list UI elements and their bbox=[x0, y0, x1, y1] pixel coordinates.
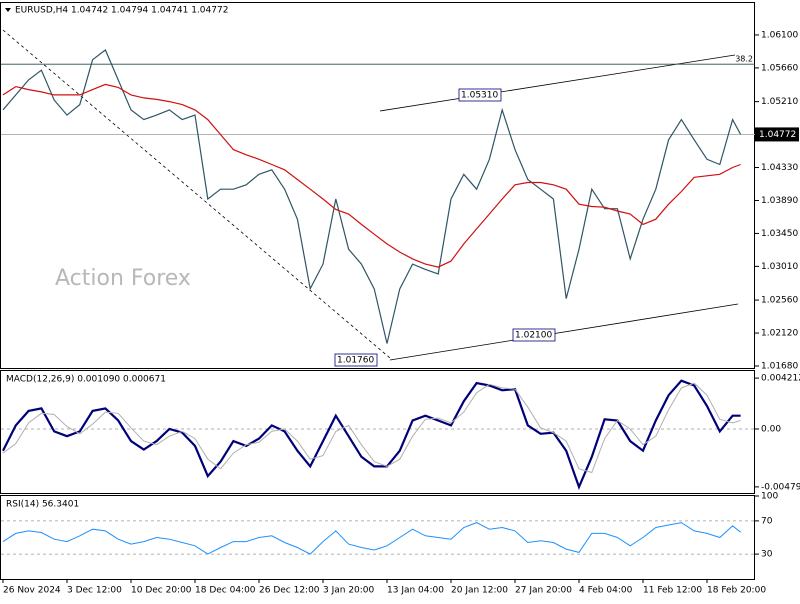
y-tick-label: 1.01680 bbox=[761, 361, 798, 371]
series-line bbox=[2, 83, 741, 268]
annotation: 1.02100 bbox=[515, 331, 552, 341]
y-tick-label: 1.05210 bbox=[761, 97, 798, 107]
series-line bbox=[2, 382, 741, 474]
x-tick-label: 11 Feb 12:00 bbox=[643, 586, 702, 596]
annotation: 1.01760 bbox=[337, 356, 374, 366]
y-tick-label: 1.03890 bbox=[761, 196, 798, 206]
y-tick-label: 0.004212 bbox=[761, 374, 800, 384]
x-tick-label: 20 Jan 12:00 bbox=[451, 586, 508, 596]
menu-icon[interactable] bbox=[5, 8, 11, 12]
price-panel bbox=[0, 2, 755, 369]
x-tick-label: 10 Dec 20:00 bbox=[131, 586, 192, 596]
last-price-label: 1.04772 bbox=[759, 130, 796, 140]
annotation-box bbox=[334, 353, 378, 367]
y-tick-label: 100 bbox=[761, 492, 778, 502]
annotation: 1.05310 bbox=[461, 91, 498, 101]
y-tick-label: 1.02560 bbox=[761, 296, 798, 306]
y-tick-label: 1.05660 bbox=[761, 63, 798, 73]
chart-title: EURUSD,H4 1.04742 1.04794 1.04741 1.0477… bbox=[15, 6, 228, 16]
x-tick-label: 3 Dec 12:00 bbox=[67, 586, 122, 596]
x-tick-label: 26 Nov 2024 bbox=[3, 586, 61, 596]
watermark: Action Forex bbox=[55, 266, 191, 291]
x-tick-label: 13 Jan 04:00 bbox=[387, 586, 444, 596]
rsi-panel bbox=[0, 495, 755, 580]
x-tick-label: 27 Jan 20:00 bbox=[515, 586, 572, 596]
x-tick-label: 18 Feb 20:00 bbox=[707, 586, 766, 596]
macd-title: MACD(12,26,9) 0.001090 0.000671 bbox=[6, 375, 166, 385]
x-tick-label: 3 Jan 20:00 bbox=[323, 586, 375, 596]
y-tick-label: -0.004794 bbox=[761, 482, 800, 492]
macd-panel bbox=[0, 370, 755, 494]
x-tick-label: 26 Dec 12:00 bbox=[259, 586, 320, 596]
channel-lower bbox=[389, 303, 739, 361]
y-tick-label: 0.00 bbox=[761, 424, 781, 434]
y-tick-label: 70 bbox=[761, 516, 773, 526]
fib-label: 38.2 bbox=[735, 55, 753, 64]
annotation-box bbox=[458, 88, 502, 102]
last-price-box bbox=[755, 127, 799, 142]
annotation-box bbox=[512, 328, 556, 342]
y-tick-label: 1.04330 bbox=[761, 163, 798, 173]
trend-line bbox=[2, 29, 391, 359]
x-tick-label: 18 Dec 04:00 bbox=[195, 586, 256, 596]
rsi-title: RSI(14) 56.3401 bbox=[6, 500, 79, 510]
series-line bbox=[2, 49, 742, 344]
series-line bbox=[2, 379, 741, 491]
x-tick-label: 4 Feb 04:00 bbox=[579, 586, 633, 596]
y-tick-label: 1.02120 bbox=[761, 329, 798, 339]
y-tick-label: 30 bbox=[761, 550, 773, 560]
y-tick-label: 1.06100 bbox=[761, 30, 798, 40]
y-tick-label: 1.03450 bbox=[761, 229, 798, 239]
y-tick-label: 1.03010 bbox=[761, 262, 798, 272]
series-line bbox=[2, 522, 741, 555]
